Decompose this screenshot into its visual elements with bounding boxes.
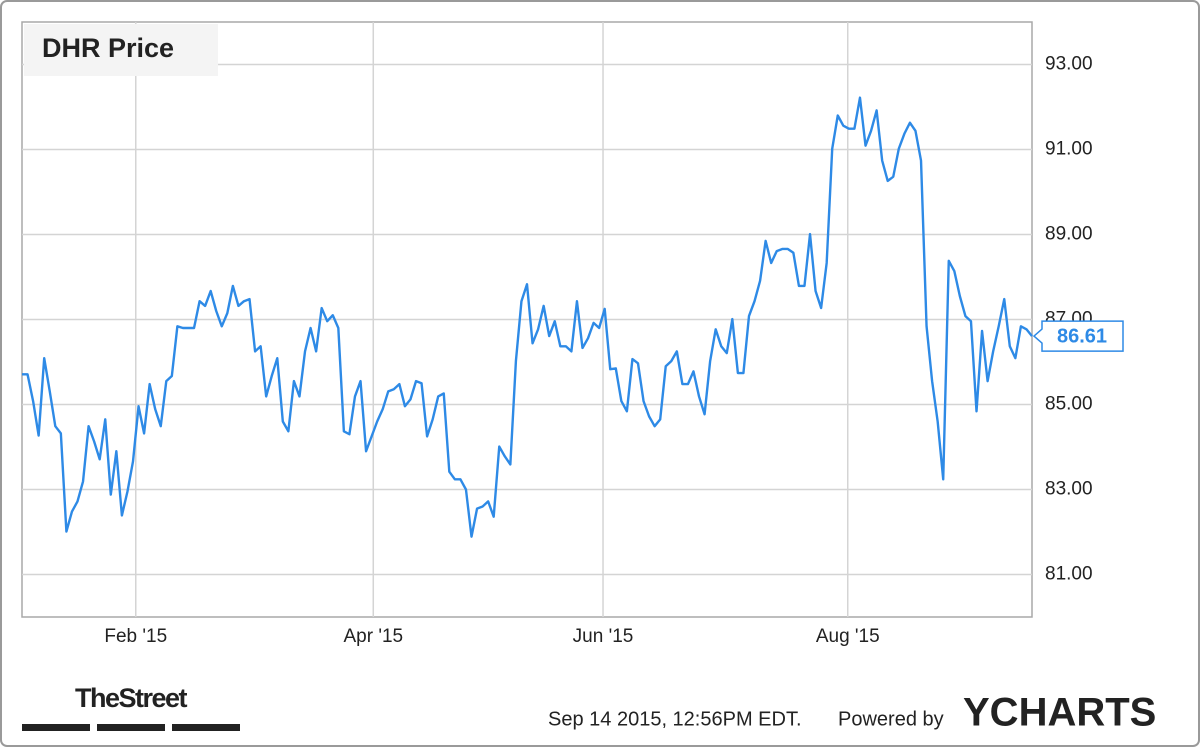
chart-title: DHR Price: [42, 33, 174, 63]
series: [22, 96, 1033, 538]
x-tick-label: Jun '15: [573, 626, 634, 647]
logo-bar: [22, 724, 90, 731]
logo-bar: [172, 724, 240, 731]
last-value-label: 86.61: [1057, 325, 1107, 347]
brand-logo: YCHARTS: [963, 691, 1156, 735]
y-tick-label: 83.00: [1045, 479, 1093, 500]
last-value-box: [1032, 320, 1124, 352]
timestamp: Sep 14 2015, 12:56PM EDT.: [548, 708, 802, 730]
logo-bar: [97, 724, 165, 731]
y-tick-label: 81.00: [1045, 564, 1093, 585]
x-tick-label: Aug '15: [816, 626, 880, 647]
y-tick-label: 89.00: [1045, 224, 1093, 245]
title-box: [24, 24, 218, 76]
powered-by: Powered by: [838, 708, 944, 730]
price-line: [22, 96, 1033, 538]
y-tick-label: 91.00: [1045, 139, 1093, 160]
logo-text: TheStreet: [75, 683, 188, 713]
x-tick-label: Apr '15: [343, 626, 403, 647]
x-tick-label: Feb '15: [104, 626, 167, 647]
y-tick-label: 93.00: [1045, 54, 1093, 75]
thestreet-logo: TheStreet: [22, 683, 240, 731]
y-tick-label: 85.00: [1045, 394, 1093, 415]
